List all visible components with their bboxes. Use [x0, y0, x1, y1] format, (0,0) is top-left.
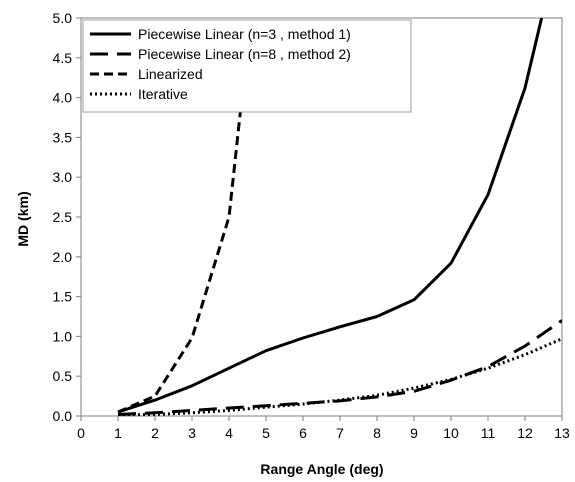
x-tick-label: 3	[188, 425, 196, 441]
x-tick-label: 2	[151, 425, 159, 441]
y-tick-label: 0.0	[53, 408, 73, 424]
series-line-3	[117, 97, 244, 414]
x-tick-label: 10	[443, 425, 459, 441]
x-tick-label: 6	[299, 425, 307, 441]
x-tick-label: 11	[481, 425, 496, 441]
x-axis-title: Range Angle (deg)	[260, 461, 383, 477]
series-layer	[117, 18, 562, 416]
y-tick-label: 2.0	[53, 249, 73, 265]
y-tick-label: 1.5	[53, 289, 73, 305]
x-tick-label: 7	[336, 425, 344, 441]
series-line-2	[117, 319, 562, 416]
legend-label-3: Linearized	[138, 66, 203, 82]
y-axis-title: MD (km)	[15, 191, 31, 246]
x-tick-label: 4	[225, 425, 233, 441]
y-tick-label: 4.5	[53, 50, 73, 66]
legend: Piecewise Linear (n=3 , method 1) Piecewi…	[82, 19, 412, 113]
x-tick-label: 13	[554, 425, 570, 441]
y-tick-label: 3.0	[53, 169, 73, 185]
axes: 0 1 2 3 4 5 6 7 8 9 10 11 12 130.00.51.01.52.02.53.03…	[53, 10, 570, 441]
y-tick-label: 2.5	[53, 209, 73, 225]
y-tick-label: 0.5	[53, 368, 73, 384]
series-line-1	[117, 18, 544, 414]
legend-box	[82, 19, 412, 113]
y-tick-label: 1.0	[53, 328, 73, 344]
legend-label-1: Piecewise Linear (n=3 , method 1)	[138, 26, 351, 42]
legend-label-4: Iterative	[138, 86, 188, 102]
x-tick-label: 12	[517, 425, 533, 441]
legend-label-2: Piecewise Linear (n=8 , method 2)	[138, 46, 351, 62]
y-tick-label: 3.5	[53, 129, 73, 145]
y-tick-label: 5.0	[53, 10, 73, 26]
x-tick-label: 0	[77, 425, 85, 441]
x-tick-label: 1	[114, 425, 122, 441]
series-line-4	[117, 337, 562, 416]
x-tick-label: 5	[262, 425, 270, 441]
x-tick-label: 9	[410, 425, 418, 441]
x-tick-label: 8	[373, 425, 381, 441]
y-tick-label: 4.0	[53, 90, 73, 106]
